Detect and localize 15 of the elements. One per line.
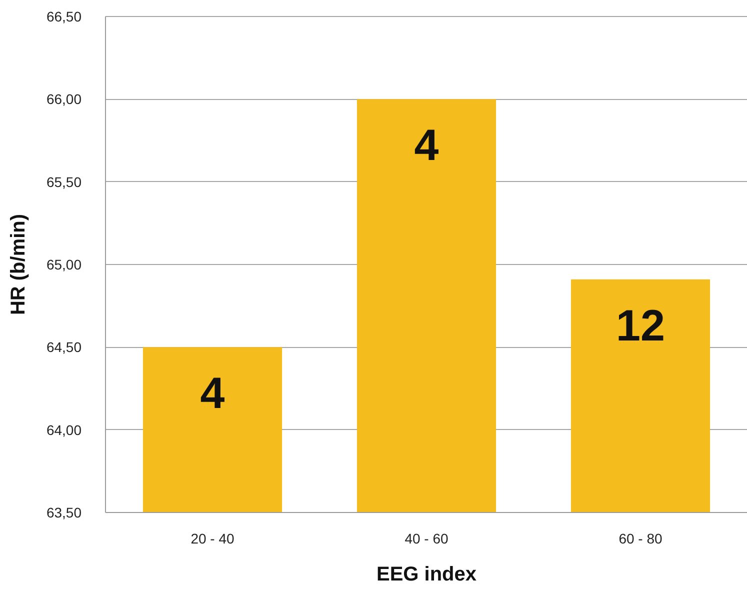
x-axis-title: EEG index xyxy=(376,564,477,586)
y-tick-label: 66,50 xyxy=(46,8,82,24)
y-tick-label: 64,00 xyxy=(46,422,82,438)
y-tick-label: 66,00 xyxy=(46,91,82,108)
y-tick-label: 65,50 xyxy=(46,174,82,190)
x-tick-label: 40 - 60 xyxy=(404,530,449,546)
x-tick-label: 20 - 40 xyxy=(190,530,235,546)
y-axis-title: HR (b/min) xyxy=(7,214,30,316)
y-tick-label: 65,00 xyxy=(46,256,82,272)
annotation: 12 xyxy=(616,301,665,350)
y-tick-label: 64,50 xyxy=(46,339,82,356)
y-tick-label: 63,50 xyxy=(46,504,82,520)
x-tick-label: 60 - 80 xyxy=(618,530,663,546)
annotation: 4 xyxy=(414,121,440,170)
annotation: 4 xyxy=(200,369,226,418)
